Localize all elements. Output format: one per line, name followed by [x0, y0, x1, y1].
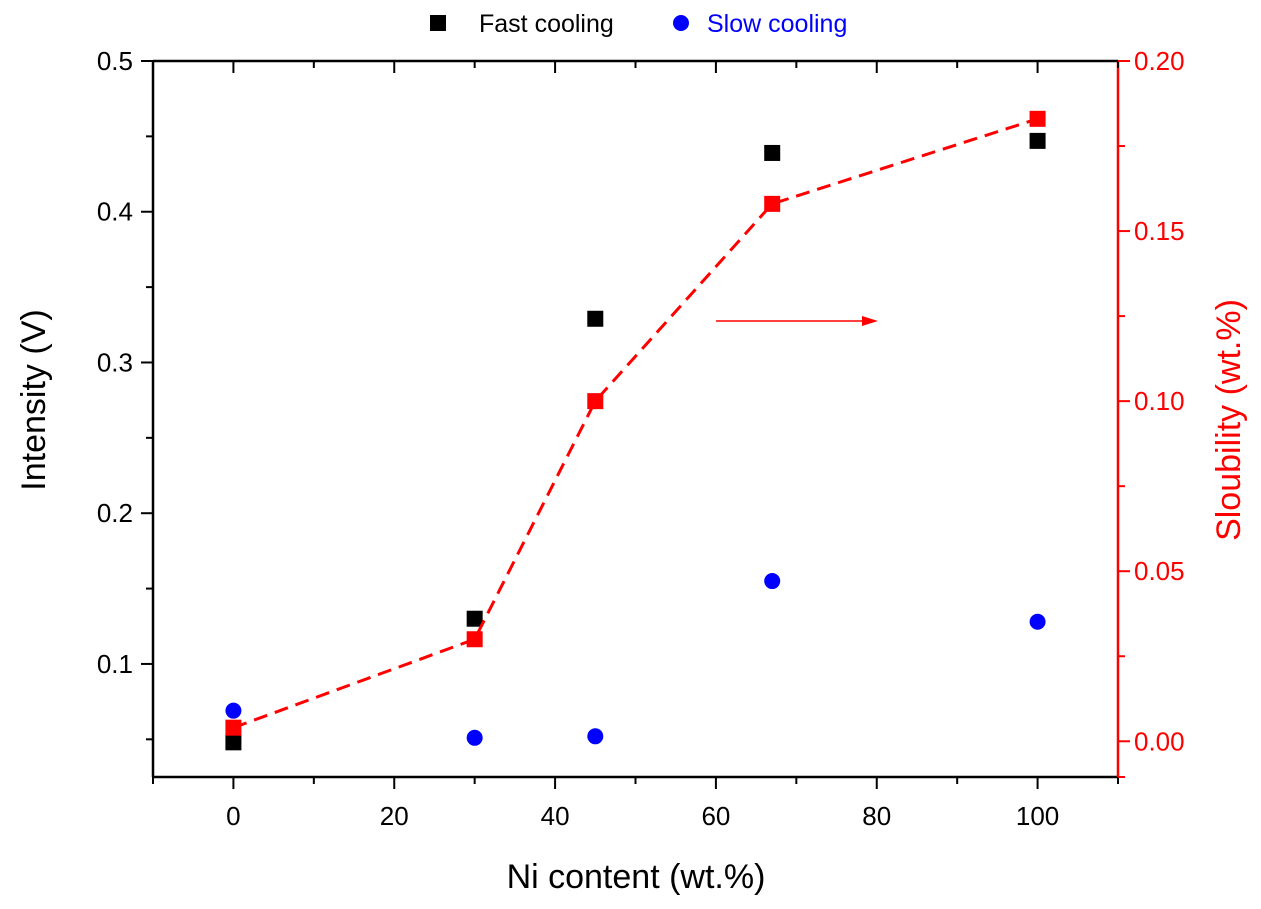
slow-cooling-point: [587, 728, 604, 745]
slow-cooling-point: [466, 729, 483, 746]
slow-cooling-point: [225, 702, 242, 719]
y-tick-label: 0.3: [97, 347, 133, 377]
arrow-head-icon: [862, 316, 878, 326]
legend-marker-slow-cooling: [673, 15, 689, 31]
solubility-point: [587, 393, 604, 410]
x-tick-label: 20: [380, 801, 409, 831]
ticks: [141, 60, 1130, 789]
legend-marker-fast-cooling: [430, 15, 446, 31]
y2-tick-label: 0.10: [1134, 386, 1185, 416]
y-tick-label: 0.4: [97, 197, 133, 227]
solubility-point: [466, 631, 483, 648]
fast-cooling-point: [1029, 132, 1046, 149]
right-axis-arrow: [716, 316, 878, 326]
x-tick-label: 40: [541, 801, 570, 831]
solubility-point: [225, 719, 242, 736]
fast-cooling-point: [587, 310, 604, 327]
legend-label-slow-cooling: Slow cooling: [707, 10, 847, 38]
y2-tick-label: 0.15: [1134, 216, 1185, 246]
fast-cooling-point: [764, 144, 781, 161]
slow-cooling-point: [764, 573, 781, 590]
solubility-point: [1029, 110, 1046, 127]
solubility-line: [232, 117, 1039, 730]
solubility-point: [764, 195, 781, 212]
y2-tick-label: 0.20: [1134, 46, 1185, 76]
plot-area: [225, 110, 1046, 751]
slow-cooling-point: [1029, 613, 1046, 630]
y2-tick-label: 0.05: [1134, 556, 1185, 586]
fast-cooling-point: [466, 610, 483, 627]
y-tick-label: 0.1: [97, 649, 133, 679]
y-tick-label: 0.5: [97, 46, 133, 76]
x-tick-label: 60: [701, 801, 730, 831]
x-axis-title: Ni content (wt.%): [507, 858, 766, 896]
x-tick-label: 0: [226, 801, 240, 831]
axes: [151, 59, 1120, 779]
y2-tick-label: 0.00: [1134, 726, 1185, 756]
legend-label-fast-cooling: Fast cooling: [479, 10, 614, 38]
y-axis-title: Intensity (V): [15, 309, 53, 490]
x-tick-label: 100: [1016, 801, 1059, 831]
tick-labels: 0 20 40 60 80 100 0.1 0.2 0.3 0.4 0.5 0.00 0.05 0.10 0…: [97, 46, 1185, 831]
y2-axis-title: Sloubility (wt.%): [1210, 299, 1248, 541]
legend: Fast cooling Slow cooling: [430, 10, 847, 38]
y-tick-label: 0.2: [97, 498, 133, 528]
fast-cooling-point: [225, 734, 242, 751]
x-tick-label: 80: [862, 801, 891, 831]
